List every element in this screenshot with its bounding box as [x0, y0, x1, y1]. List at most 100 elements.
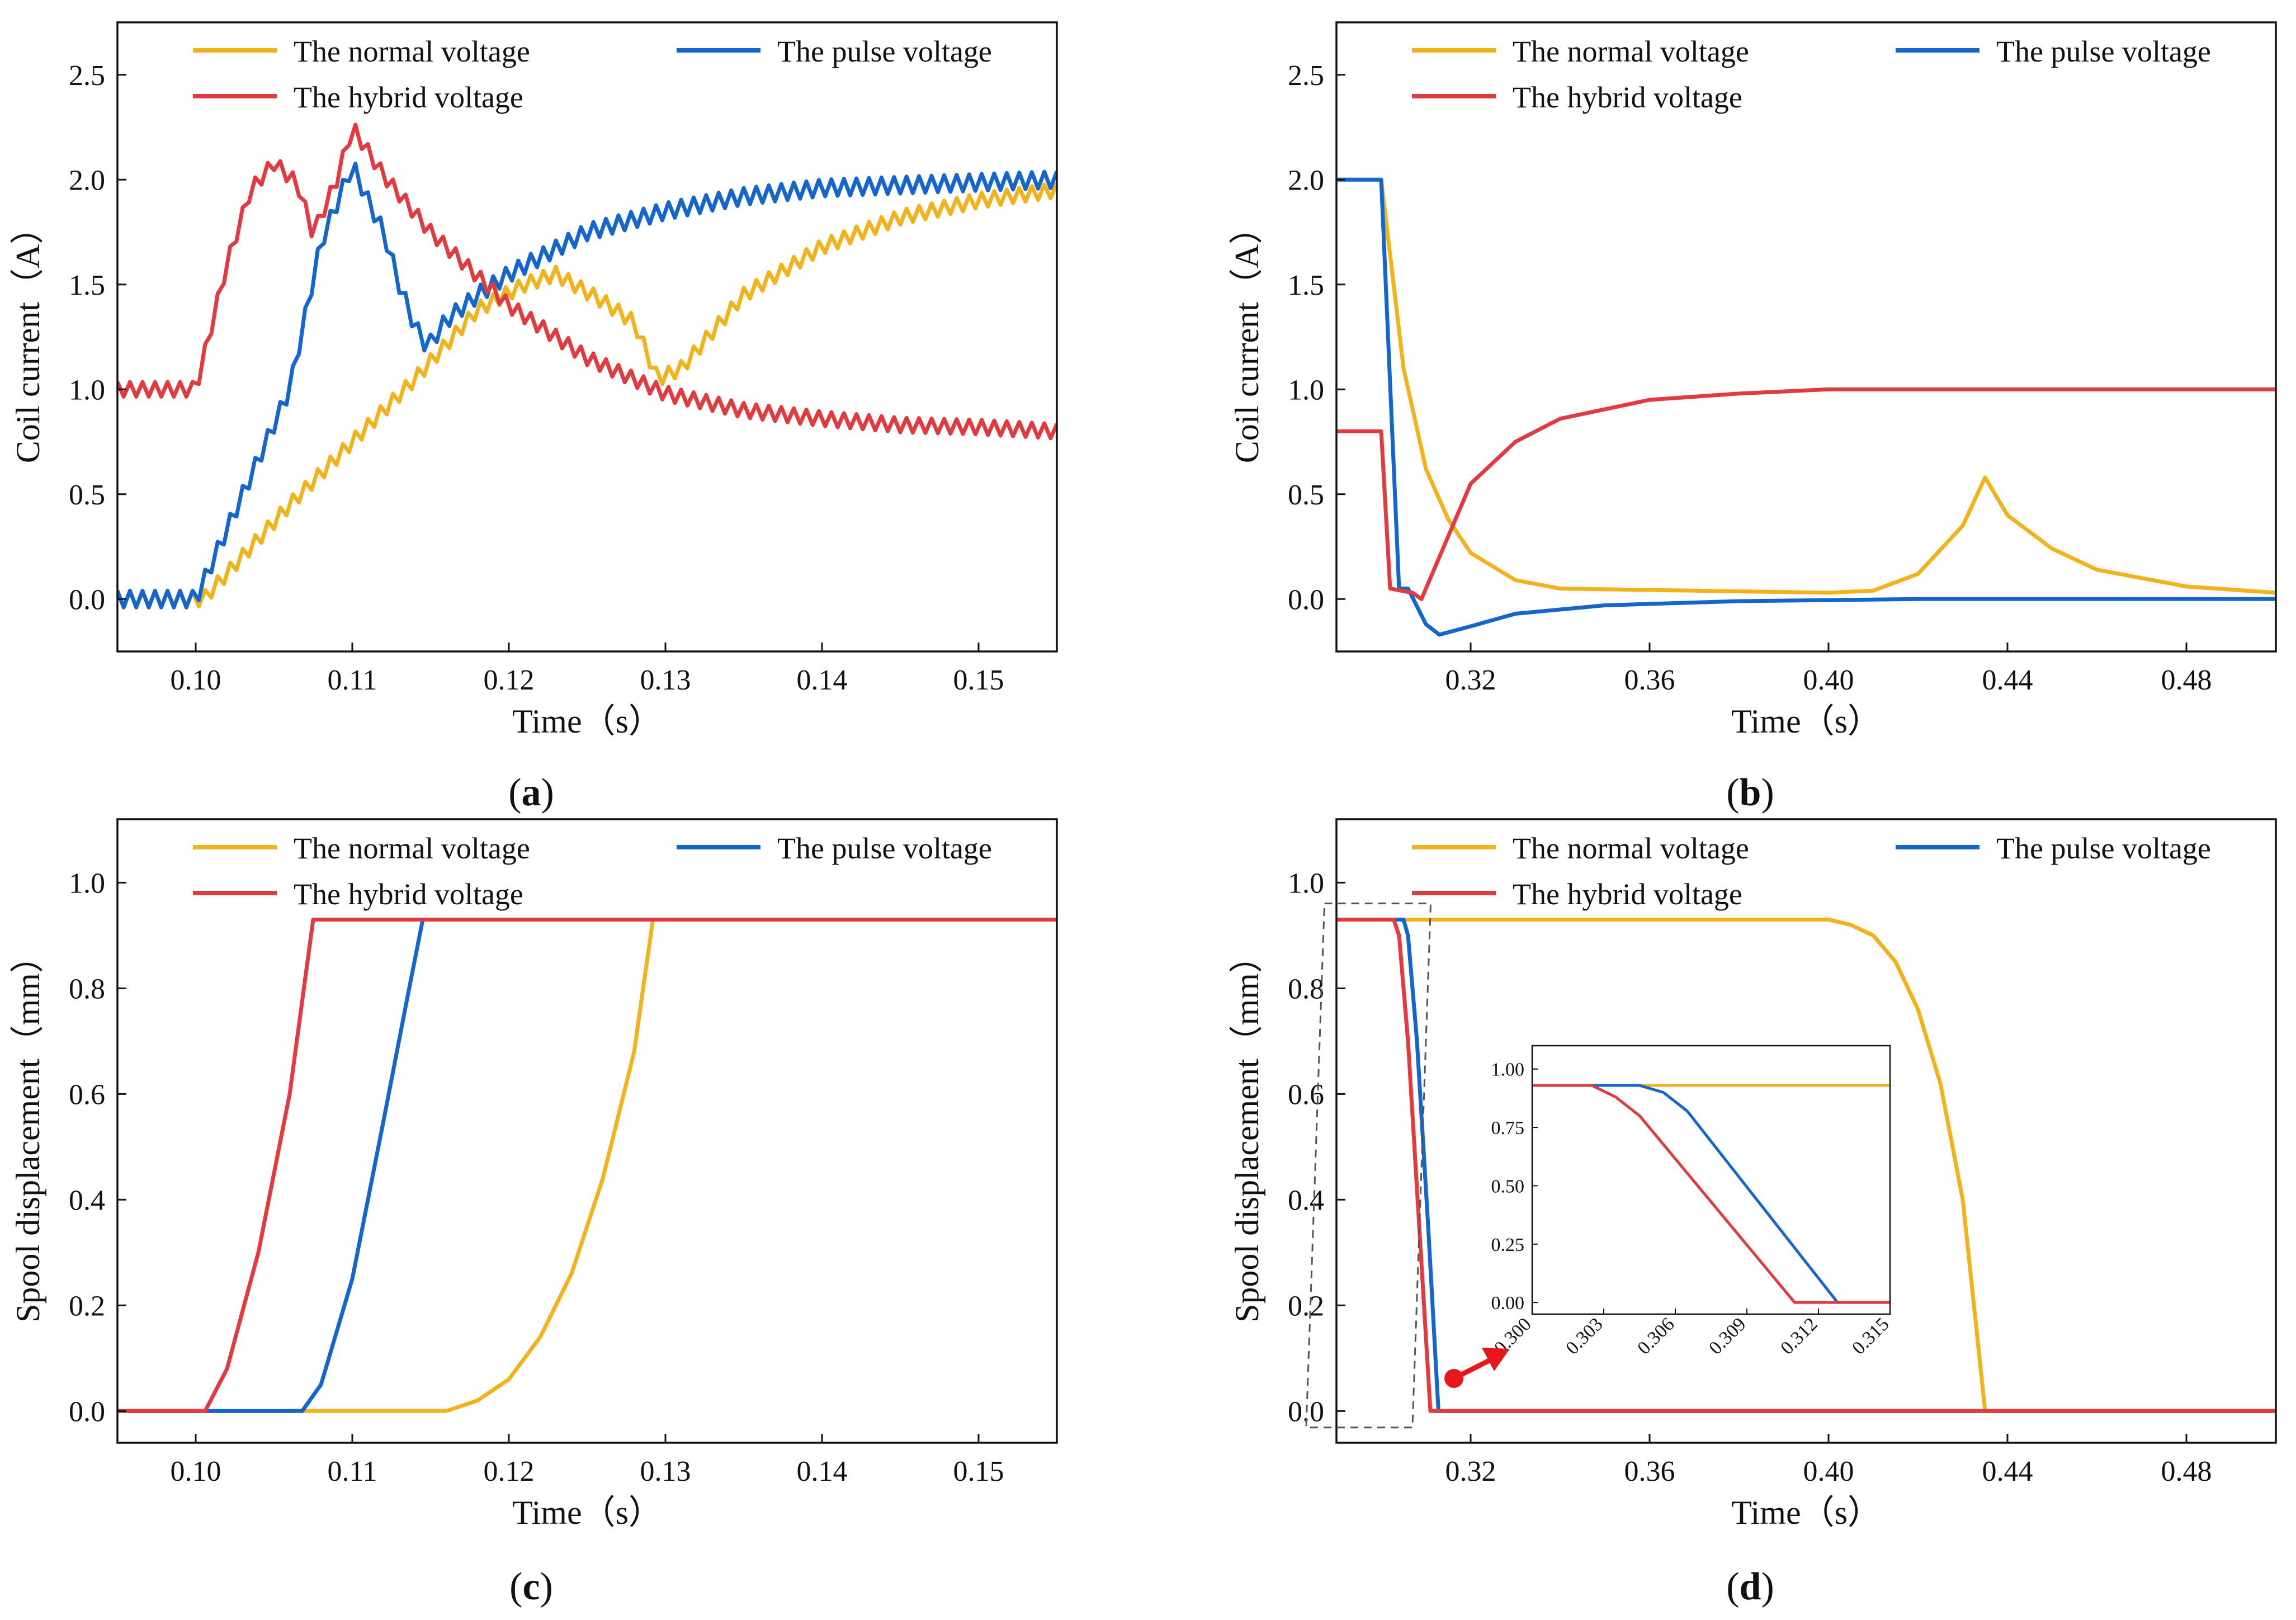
- panel-caption: (d): [1726, 1565, 1774, 1608]
- plot-frame: [116, 21, 1058, 653]
- legend-item-normal: The normal voltage: [193, 35, 530, 68]
- inset-chart: 0.000.250.500.751.000.300 0.303 0.306 0.309…: [1490, 1045, 1893, 1359]
- chart-panel-b: 0.32 0.36 0.40 0.44 0.48 0.0 0.5 1.0 1.5 2.0 2.5 Ti…: [1229, 21, 2277, 814]
- x-tick-label: 0.12: [484, 1456, 535, 1487]
- legend-item-hybrid: The hybrid voltage: [1412, 877, 1742, 911]
- legend-item-pulse: The pulse voltage: [1896, 832, 2211, 865]
- series-line-hybrid: [1336, 387, 2276, 601]
- legend-label: The normal voltage: [1513, 35, 1749, 68]
- series-line-hybrid: [117, 122, 1057, 441]
- plot-frame: [1335, 818, 2277, 1444]
- y-tick-label: 1.5: [69, 270, 105, 301]
- x-tick-label: 0.36: [1624, 1456, 1675, 1487]
- x-tick-label: 0.48: [2161, 664, 2212, 696]
- series-line-normal: [117, 182, 1057, 608]
- x-tick-label: 0.32: [1445, 664, 1496, 696]
- y-axis-label: Coil current（A）: [10, 211, 46, 464]
- legend-label: The pulse voltage: [777, 832, 992, 865]
- y-tick-label: 2.0: [1288, 164, 1324, 196]
- legend-label: The normal voltage: [1513, 832, 1749, 865]
- series-line-hybrid: [117, 918, 1057, 1413]
- x-tick-label: 0.44: [1982, 1456, 2033, 1487]
- inset-x-tick-label: 0.306: [1633, 1314, 1678, 1358]
- legend-label: The normal voltage: [294, 35, 530, 68]
- legend-item-pulse: The pulse voltage: [677, 832, 992, 865]
- legend-item-pulse: The pulse voltage: [677, 35, 992, 68]
- y-tick-label: 2.0: [69, 164, 105, 196]
- x-tick-label: 0.13: [640, 1456, 691, 1487]
- y-tick-label: 0.4: [1288, 1184, 1324, 1216]
- legend-item-normal: The normal voltage: [1412, 832, 1749, 865]
- inset-y-tick-label: 0.75: [1491, 1118, 1525, 1139]
- x-tick-label: 0.10: [171, 1456, 221, 1487]
- panel-caption: (c): [509, 1565, 553, 1608]
- series-line-pulse: [117, 162, 1057, 610]
- panel-caption: (b): [1726, 771, 1774, 814]
- y-tick-label: 0.6: [69, 1079, 105, 1111]
- y-tick-label: 1.0: [69, 374, 105, 406]
- x-tick-label: 0.36: [1624, 664, 1675, 696]
- series-line-normal: [117, 918, 1057, 1413]
- x-axis-label: Time（s）: [1731, 703, 1881, 740]
- inset-x-tick-label: 0.315: [1848, 1314, 1893, 1358]
- x-tick-label: 0.13: [640, 664, 691, 696]
- x-tick-label: 0.40: [1803, 1456, 1854, 1487]
- x-axis-label: Time（s）: [512, 1494, 662, 1531]
- y-tick-label: 1.0: [1288, 374, 1324, 406]
- x-tick-label: 0.11: [327, 664, 377, 696]
- plot-frame: [1335, 21, 2277, 653]
- series-line-pulse: [117, 918, 1057, 1413]
- y-tick-label: 0.5: [69, 479, 105, 511]
- x-tick-label: 0.10: [171, 664, 221, 696]
- y-tick-label: 0.4: [69, 1184, 105, 1216]
- y-tick-label: 0.2: [1288, 1290, 1324, 1322]
- series-line-hybrid: [1336, 918, 2276, 1413]
- x-axis-label: Time（s）: [1731, 1494, 1881, 1531]
- zoom-pointer-arrow: [1444, 1348, 1510, 1388]
- inset-y-tick-label: 0.00: [1491, 1293, 1525, 1314]
- y-tick-label: 0.0: [1288, 584, 1324, 616]
- x-tick-label: 0.12: [484, 664, 535, 696]
- y-tick-label: 2.5: [1288, 60, 1324, 92]
- legend-item-normal: The normal voltage: [1412, 35, 1749, 68]
- x-tick-label: 0.40: [1803, 664, 1854, 696]
- chart-panel-c: 0.10 0.11 0.12 0.13 0.14 0.15 0.0 0.2 0.4 0.6 0.8 1…: [10, 818, 1058, 1608]
- y-axis-label: Spool displacement（mm）: [1229, 939, 1265, 1323]
- legend-item-hybrid: The hybrid voltage: [193, 877, 523, 911]
- legend-label: The pulse voltage: [1996, 35, 2211, 68]
- legend-label: The normal voltage: [294, 832, 530, 865]
- legend-label: The hybrid voltage: [294, 81, 523, 114]
- legend-label: The hybrid voltage: [1513, 877, 1742, 911]
- legend-item-pulse: The pulse voltage: [1896, 35, 2211, 68]
- series-line-normal: [1336, 918, 2276, 1413]
- chart-panel-d: 0.32 0.36 0.40 0.44 0.480.00.20.40.60.81.0Ti…: [1229, 818, 2277, 1608]
- inset-y-tick-label: 0.50: [1491, 1176, 1525, 1197]
- x-tick-label: 0.14: [797, 1456, 848, 1487]
- y-axis-label: Spool displacement（mm）: [10, 939, 46, 1323]
- inset-series-line-hybrid: [1532, 1084, 1890, 1304]
- legend-item-hybrid: The hybrid voltage: [193, 81, 523, 114]
- legend-label: The pulse voltage: [1996, 832, 2211, 865]
- y-tick-label: 0.8: [69, 973, 105, 1005]
- series-line-normal: [1336, 177, 2276, 595]
- y-tick-label: 1.0: [1288, 867, 1324, 899]
- x-axis-label: Time（s）: [512, 703, 662, 740]
- y-tick-label: 0.0: [69, 584, 105, 616]
- panel-caption: (a): [508, 771, 554, 814]
- y-axis-label: Coil current（A）: [1229, 211, 1265, 464]
- x-tick-label: 0.44: [1982, 664, 2033, 696]
- inset-frame: [1531, 1045, 1891, 1315]
- plot-frame: [116, 818, 1058, 1444]
- legend-item-normal: The normal voltage: [193, 832, 530, 865]
- y-tick-label: 0.5: [1288, 479, 1324, 511]
- x-tick-label: 0.15: [953, 1456, 1004, 1487]
- y-tick-label: 1.0: [69, 867, 105, 899]
- x-tick-label: 0.15: [953, 664, 1004, 696]
- x-tick-label: 0.11: [327, 1456, 377, 1487]
- y-tick-label: 0.8: [1288, 973, 1324, 1005]
- x-tick-label: 0.14: [797, 664, 848, 696]
- chart-panel-a: 0.10 0.11 0.12 0.13 0.14 0.15 0.0 0.5 1.0 1.5 2.0 2…: [10, 21, 1058, 814]
- inset-x-tick-label: 0.312: [1777, 1314, 1821, 1358]
- zoom-region-box: [1305, 903, 1432, 1429]
